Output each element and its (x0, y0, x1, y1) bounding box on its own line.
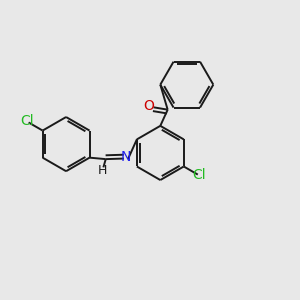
Text: Cl: Cl (192, 169, 206, 182)
Text: O: O (143, 99, 154, 113)
Text: Cl: Cl (20, 114, 34, 128)
Text: H: H (98, 164, 107, 177)
Text: N: N (120, 150, 131, 164)
